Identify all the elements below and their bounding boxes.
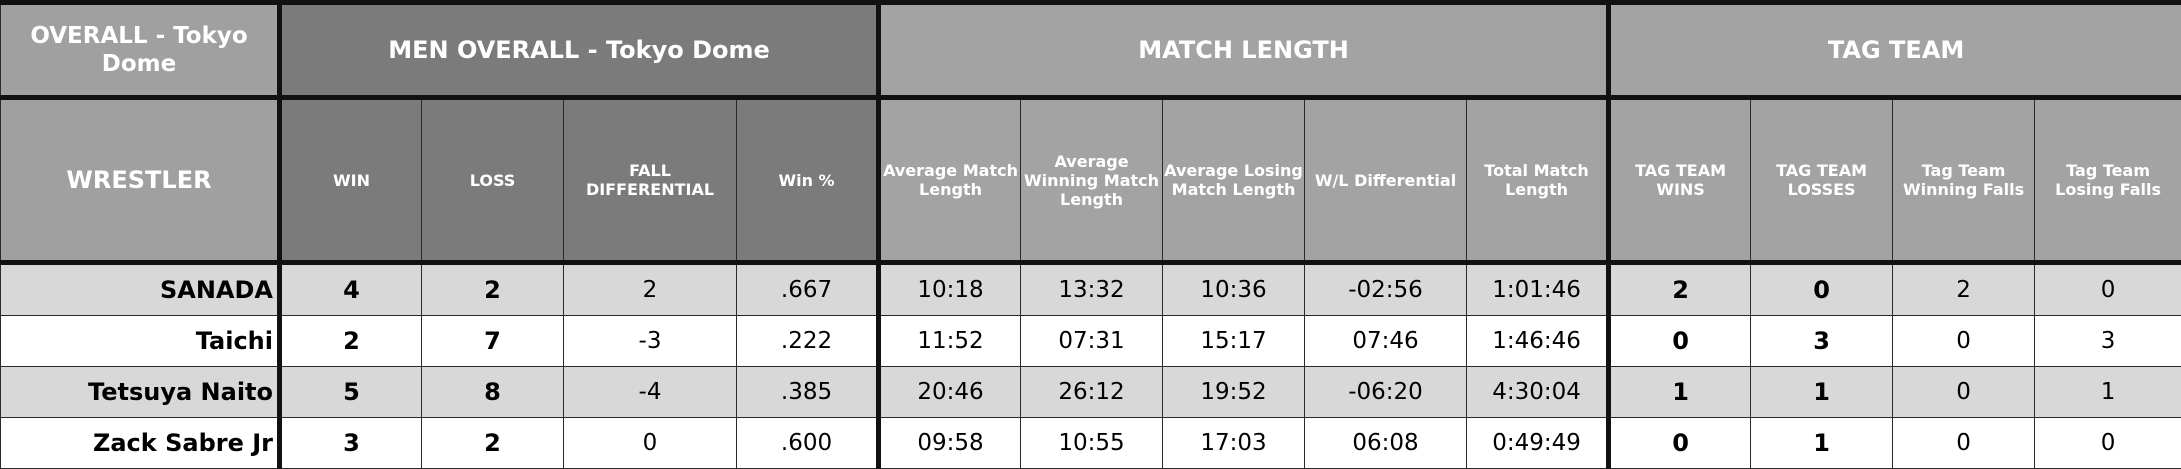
cell-win-pct: .385 [737,367,879,418]
cell-wl-differential: -02:56 [1305,263,1467,316]
cell-tag-team-losses: 1 [1751,367,1893,418]
cell-wl-differential: 07:46 [1305,316,1467,367]
cell-win-pct: .600 [737,418,879,469]
cell-avg-winning-length: 13:32 [1021,263,1163,316]
cell-tag-team-losses: 3 [1751,316,1893,367]
table-row: SANADA 4 2 2 .667 10:18 13:32 10:36 -02:… [1,263,2181,316]
cell-loss: 2 [422,418,564,469]
cell-tag-team-losing-falls: 0 [2035,418,2181,469]
col-tag-team-winning-falls: Tag Team Winning Falls [1893,98,2035,263]
cell-avg-winning-length: 07:31 [1021,316,1163,367]
cell-tag-team-wins: 2 [1609,263,1751,316]
table-row: Tetsuya Naito 5 8 -4 .385 20:46 26:12 19… [1,367,2181,418]
cell-avg-match-length: 09:58 [879,418,1021,469]
cell-win: 2 [280,316,422,367]
tag-team-header: TAG TEAM [1609,3,2181,98]
cell-win: 4 [280,263,422,316]
cell-win-pct: .667 [737,263,879,316]
col-win: WIN [280,98,422,263]
cell-tag-team-losing-falls: 3 [2035,316,2181,367]
cell-tag-team-winning-falls: 0 [1893,418,2035,469]
cell-tag-team-losing-falls: 1 [2035,367,2181,418]
cell-total-match-length: 1:46:46 [1467,316,1609,367]
cell-fall-differential: 0 [564,418,737,469]
cell-loss: 8 [422,367,564,418]
cell-loss: 2 [422,263,564,316]
cell-avg-winning-length: 10:55 [1021,418,1163,469]
col-avg-winning-length: Average Winning Match Length [1021,98,1163,263]
cell-total-match-length: 0:49:49 [1467,418,1609,469]
col-avg-match-length: Average Match Length [879,98,1021,263]
cell-avg-match-length: 10:18 [879,263,1021,316]
table-row: Zack Sabre Jr 3 2 0 .600 09:58 10:55 17:… [1,418,2181,469]
cell-wl-differential: 06:08 [1305,418,1467,469]
cell-wl-differential: -06:20 [1305,367,1467,418]
cell-avg-losing-length: 17:03 [1163,418,1305,469]
wrestler-header: WRESTLER [1,98,280,263]
cell-fall-differential: -3 [564,316,737,367]
cell-tag-team-winning-falls: 2 [1893,263,2035,316]
cell-total-match-length: 4:30:04 [1467,367,1609,418]
cell-tag-team-wins: 1 [1609,367,1751,418]
cell-fall-differential: -4 [564,367,737,418]
col-fall-differential: FALL DIFFERENTIAL [564,98,737,263]
cell-tag-team-losing-falls: 0 [2035,263,2181,316]
col-wl-differential: W/L Differential [1305,98,1467,263]
cell-win: 5 [280,367,422,418]
cell-avg-losing-length: 10:36 [1163,263,1305,316]
cell-total-match-length: 1:01:46 [1467,263,1609,316]
cell-tag-team-losses: 0 [1751,263,1893,316]
col-tag-team-losing-falls: Tag Team Losing Falls [2035,98,2181,263]
col-tag-team-wins: TAG TEAM WINS [1609,98,1751,263]
cell-avg-match-length: 20:46 [879,367,1021,418]
cell-win-pct: .222 [737,316,879,367]
cell-avg-losing-length: 15:17 [1163,316,1305,367]
cell-loss: 7 [422,316,564,367]
men-overall-header: MEN OVERALL - Tokyo Dome [280,3,879,98]
col-win-pct: Win % [737,98,879,263]
cell-tag-team-winning-falls: 0 [1893,367,2035,418]
match-length-header: MATCH LENGTH [879,3,1609,98]
wrestler-name: Zack Sabre Jr [1,418,280,469]
col-loss: LOSS [422,98,564,263]
table-row: Taichi 2 7 -3 .222 11:52 07:31 15:17 07:… [1,316,2181,367]
cell-tag-team-wins: 0 [1609,316,1751,367]
wrestler-name: Tetsuya Naito [1,367,280,418]
wrestler-name: SANADA [1,263,280,316]
col-avg-losing-length: Average Losing Match Length [1163,98,1305,263]
cell-tag-team-losses: 1 [1751,418,1893,469]
cell-avg-winning-length: 26:12 [1021,367,1163,418]
cell-avg-losing-length: 19:52 [1163,367,1305,418]
cell-avg-match-length: 11:52 [879,316,1021,367]
cell-tag-team-winning-falls: 0 [1893,316,2035,367]
top-left-title: OVERALL - Tokyo Dome [1,3,280,98]
col-tag-team-losses: TAG TEAM LOSSES [1751,98,1893,263]
col-total-match-length: Total Match Length [1467,98,1609,263]
wrestler-name: Taichi [1,316,280,367]
cell-tag-team-wins: 0 [1609,418,1751,469]
cell-win: 3 [280,418,422,469]
cell-fall-differential: 2 [564,263,737,316]
